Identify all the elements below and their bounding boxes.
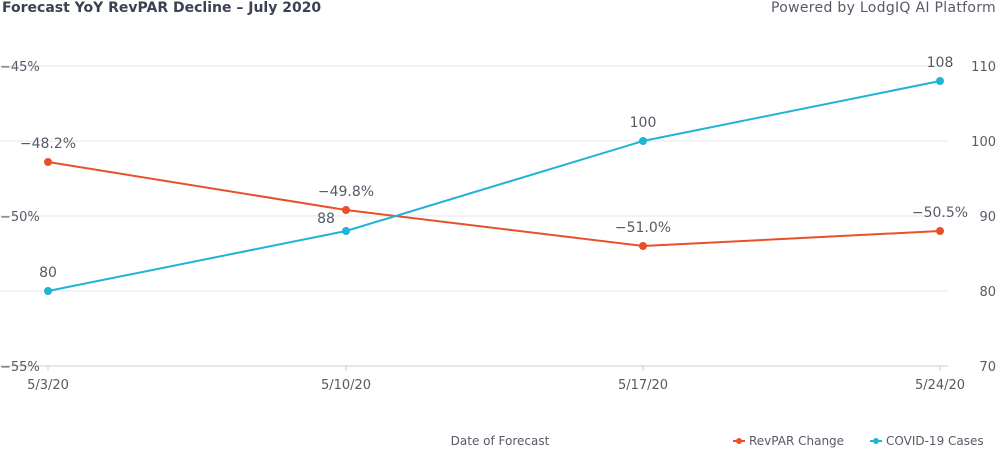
y-right-tick-label: 80 (979, 285, 996, 300)
x-tick-marks (47, 366, 941, 371)
y-right-tick-labels: 110 100 90 80 70 (971, 60, 996, 375)
data-point (44, 158, 52, 166)
data-label: 88 (317, 211, 335, 227)
data-label: −49.8% (318, 184, 374, 200)
chart-credit: Powered by LodgIQ AI Platform (771, 0, 996, 16)
y-right-tick-label: 90 (979, 210, 996, 225)
data-point (936, 77, 944, 85)
series-line (47, 161, 941, 248)
right-gridlines (0, 65, 948, 292)
series-revpar-change: −48.2% −49.8% −51.0% −50.5% (20, 136, 968, 250)
data-point (639, 242, 647, 250)
legend-label: COVID-19 Cases (886, 434, 984, 448)
legend-swatch-marker (736, 438, 742, 444)
data-point (936, 227, 944, 235)
x-tick-label: 5/3/20 (27, 378, 69, 393)
x-tick-label: 5/24/20 (915, 378, 965, 393)
chart-title: Forecast YoY RevPAR Decline – July 2020 (2, 0, 321, 16)
x-tick-labels: 5/3/20 5/10/20 5/17/20 5/24/20 (27, 378, 965, 393)
data-point (342, 227, 350, 235)
data-label: 108 (927, 55, 954, 71)
data-label: −51.0% (615, 220, 671, 236)
data-point (639, 137, 647, 145)
data-label: 100 (630, 115, 657, 131)
x-tick-label: 5/10/20 (321, 378, 371, 393)
y-left-tick-label: −55% (0, 360, 40, 375)
data-label: −50.5% (912, 205, 968, 221)
x-tick-label: 5/17/20 (618, 378, 668, 393)
data-label: −48.2% (20, 136, 76, 152)
y-right-tick-label: 100 (971, 135, 996, 150)
y-left-tick-label: −45% (0, 60, 40, 75)
series-layer: −48.2% −49.8% −51.0% −50.5% 80 88 100 108 (20, 55, 968, 295)
y-right-tick-label: 70 (979, 360, 996, 375)
series-line (47, 80, 941, 292)
y-left-tick-labels: −45% −50% −55% (0, 60, 40, 375)
y-left-tick-label: −50% (0, 210, 40, 225)
legend: RevPAR Change COVID-19 Cases (733, 434, 984, 448)
y-right-tick-label: 110 (971, 60, 996, 75)
data-point (44, 287, 52, 295)
legend-item: COVID-19 Cases (870, 434, 984, 448)
series-covid-19-cases: 80 88 100 108 (39, 55, 953, 295)
legend-item: RevPAR Change (733, 434, 844, 448)
data-label: 80 (39, 265, 57, 281)
x-axis-label: Date of Forecast (451, 434, 550, 448)
legend-swatch-marker (873, 438, 879, 444)
data-point (342, 206, 350, 214)
legend-label: RevPAR Change (749, 434, 844, 448)
